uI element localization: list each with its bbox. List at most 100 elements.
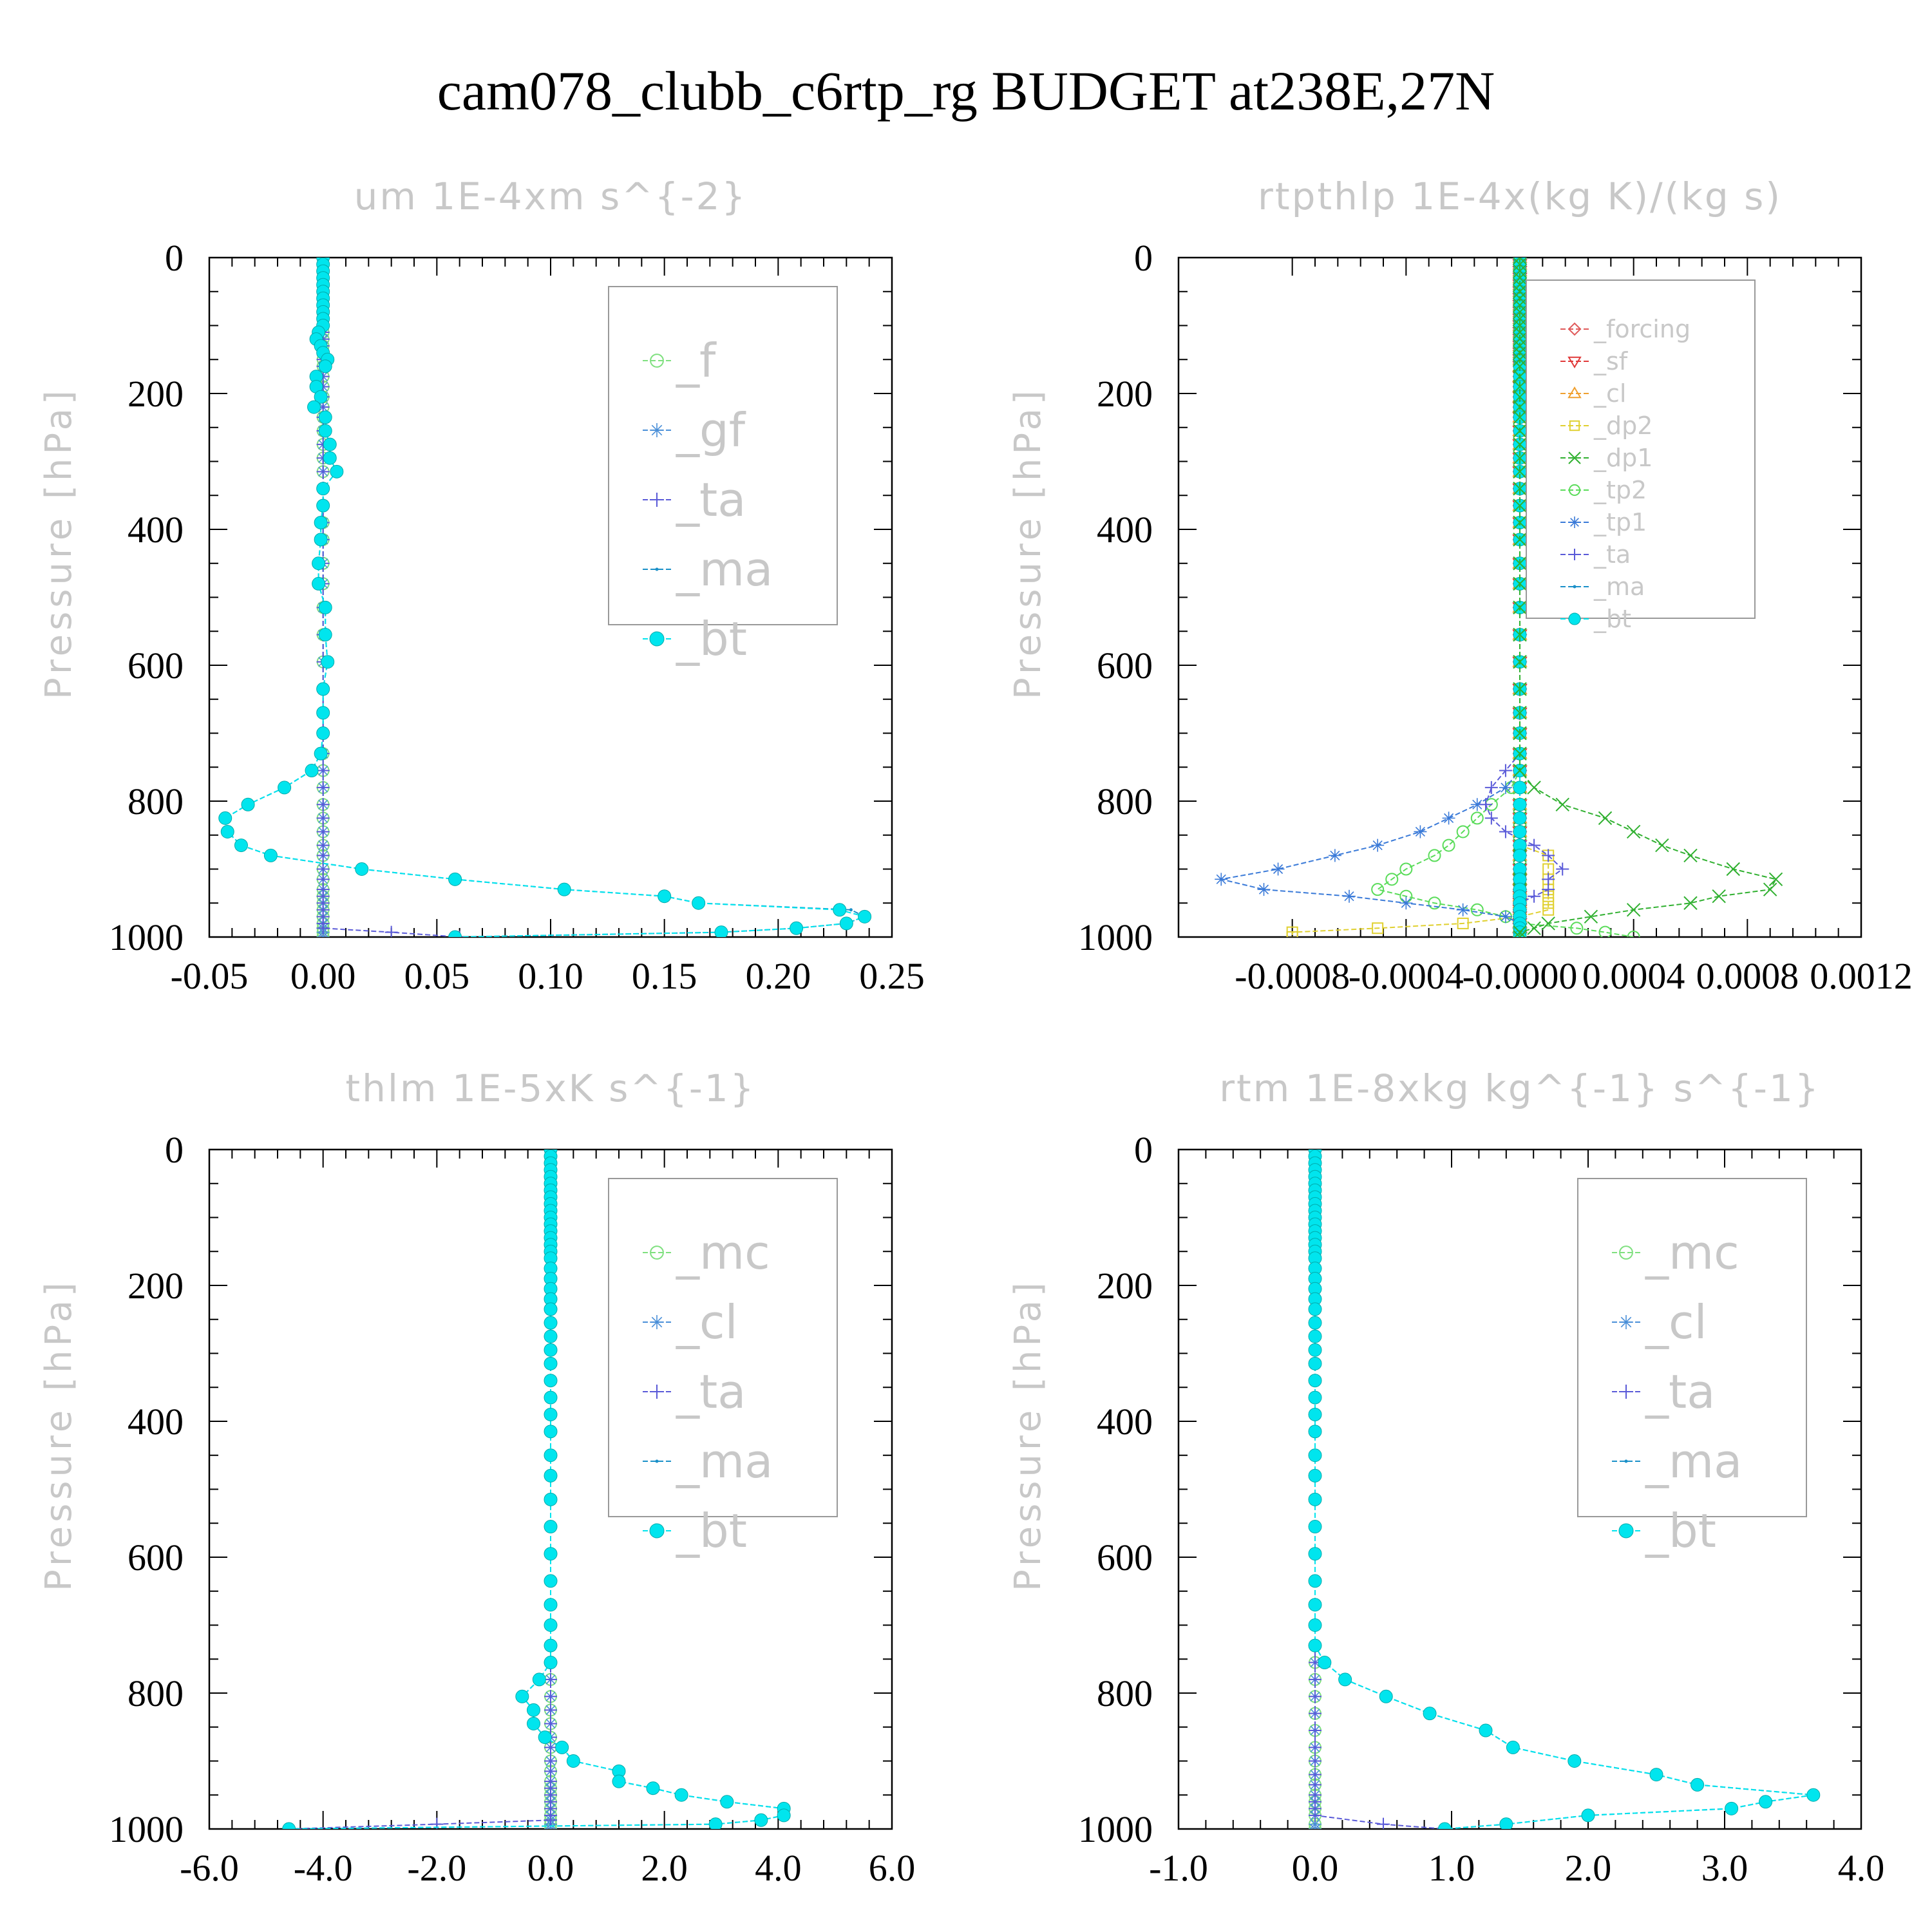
data-point	[544, 1672, 557, 1686]
data-point	[1308, 1448, 1322, 1463]
data-point	[316, 726, 330, 740]
data-point	[658, 889, 672, 904]
legend-label: _bt	[1645, 1504, 1716, 1558]
legend-label: _ta	[1593, 540, 1631, 569]
data-point	[714, 925, 728, 937]
x-tick-label: -4.0	[294, 1847, 353, 1889]
data-point	[1598, 811, 1613, 826]
data-point	[1308, 1468, 1322, 1482]
series-group	[282, 1150, 791, 1829]
x-tick-label: -0.05	[171, 955, 249, 997]
data-point	[1626, 824, 1641, 839]
data-point	[314, 533, 328, 547]
data-point	[1328, 849, 1341, 862]
legend-marker	[650, 1245, 664, 1260]
x-tick-label: -2.0	[407, 1847, 466, 1889]
data-point	[720, 1795, 734, 1809]
data-point	[777, 1808, 791, 1823]
chart-panel-4: rtm 1E-8xkg kg^{-1} s^{-1} Pressure [hPa]…	[1007, 1066, 1884, 1889]
data-point	[282, 1822, 296, 1829]
data-point	[316, 798, 330, 811]
series-line-ta	[1314, 1150, 1445, 1829]
data-point	[1627, 931, 1640, 937]
legend-marker	[1573, 585, 1577, 589]
y-tick-label: 200	[128, 373, 184, 415]
legend-label: _bt	[676, 612, 747, 666]
data-point	[1271, 862, 1285, 876]
legend-box	[1577, 1178, 1807, 1517]
data-point	[1499, 910, 1512, 923]
data-point	[1712, 889, 1726, 904]
data-point	[858, 909, 872, 923]
data-point	[1513, 515, 1527, 530]
data-point	[1428, 849, 1441, 862]
data-point	[316, 706, 330, 720]
data-point	[544, 1690, 557, 1703]
data-point	[674, 1788, 688, 1802]
series-line-tp1	[1221, 258, 1520, 937]
data-point	[1513, 424, 1527, 438]
data-point	[1513, 706, 1527, 720]
data-point	[448, 930, 462, 937]
y-axis-label: Pressure [hPa]	[38, 386, 80, 699]
data-point	[220, 824, 234, 838]
data-point	[1513, 285, 1527, 299]
data-point	[1372, 922, 1384, 934]
legend-label: _ma	[676, 542, 773, 596]
data-point	[1479, 1723, 1493, 1738]
x-tick-label: 0.05	[404, 955, 470, 997]
legend-label: _mc	[676, 1226, 770, 1280]
y-tick-label: 200	[1097, 373, 1153, 415]
data-point	[1513, 726, 1527, 741]
legend-marker	[1567, 386, 1582, 399]
data-point	[527, 1703, 540, 1717]
data-point	[1513, 379, 1527, 394]
data-point	[330, 464, 344, 478]
data-point	[544, 1356, 558, 1370]
data-point	[1528, 838, 1541, 852]
data-point	[544, 1598, 558, 1612]
data-point	[1513, 682, 1527, 696]
data-point	[1528, 889, 1541, 903]
y-tick-label: 800	[128, 1672, 184, 1714]
data-point	[1377, 1817, 1390, 1829]
legend-label: _ma	[1645, 1434, 1742, 1488]
data-point	[1513, 925, 1527, 937]
data-point	[544, 1468, 558, 1482]
data-point	[1456, 825, 1470, 838]
y-tick-label: 400	[128, 509, 184, 551]
data-point	[1399, 862, 1413, 876]
data-point	[1581, 1808, 1595, 1823]
legend-label: _ta	[1645, 1365, 1715, 1419]
legend: _forcing _sf _cl _dp2 _dp1 _tp2 _tp1 _ta _ma _bt	[1526, 279, 1756, 633]
legend-label: _gf	[676, 403, 746, 457]
data-point	[316, 682, 330, 696]
legend-label: _ta	[676, 1365, 746, 1419]
legend-label: _tp1	[1593, 508, 1647, 536]
data-point	[314, 746, 328, 761]
data-point	[1513, 464, 1527, 479]
legend-label: _forcing	[1593, 315, 1690, 343]
data-point	[527, 1716, 540, 1730]
data-point	[566, 1754, 580, 1768]
data-point	[1683, 848, 1698, 863]
data-point	[790, 921, 804, 935]
legend-marker	[649, 1523, 665, 1539]
data-point	[1308, 1356, 1322, 1370]
data-point	[1726, 862, 1740, 876]
data-point	[1309, 1724, 1321, 1738]
y-tick-label: 400	[1097, 509, 1153, 551]
y-tick-label: 200	[1097, 1265, 1153, 1307]
data-point	[1542, 897, 1555, 909]
y-tick-label: 800	[1097, 1672, 1153, 1714]
y-tick-label: 200	[128, 1265, 184, 1307]
data-point	[1456, 903, 1470, 916]
x-tick-label: 0.0	[1292, 1847, 1339, 1889]
data-point	[1309, 1823, 1321, 1829]
data-point	[1584, 909, 1598, 924]
y-tick-label: 600	[1097, 645, 1153, 687]
legend-marker	[1569, 549, 1580, 560]
x-tick-label: 0.0	[527, 1847, 574, 1889]
data-point	[754, 1813, 768, 1827]
